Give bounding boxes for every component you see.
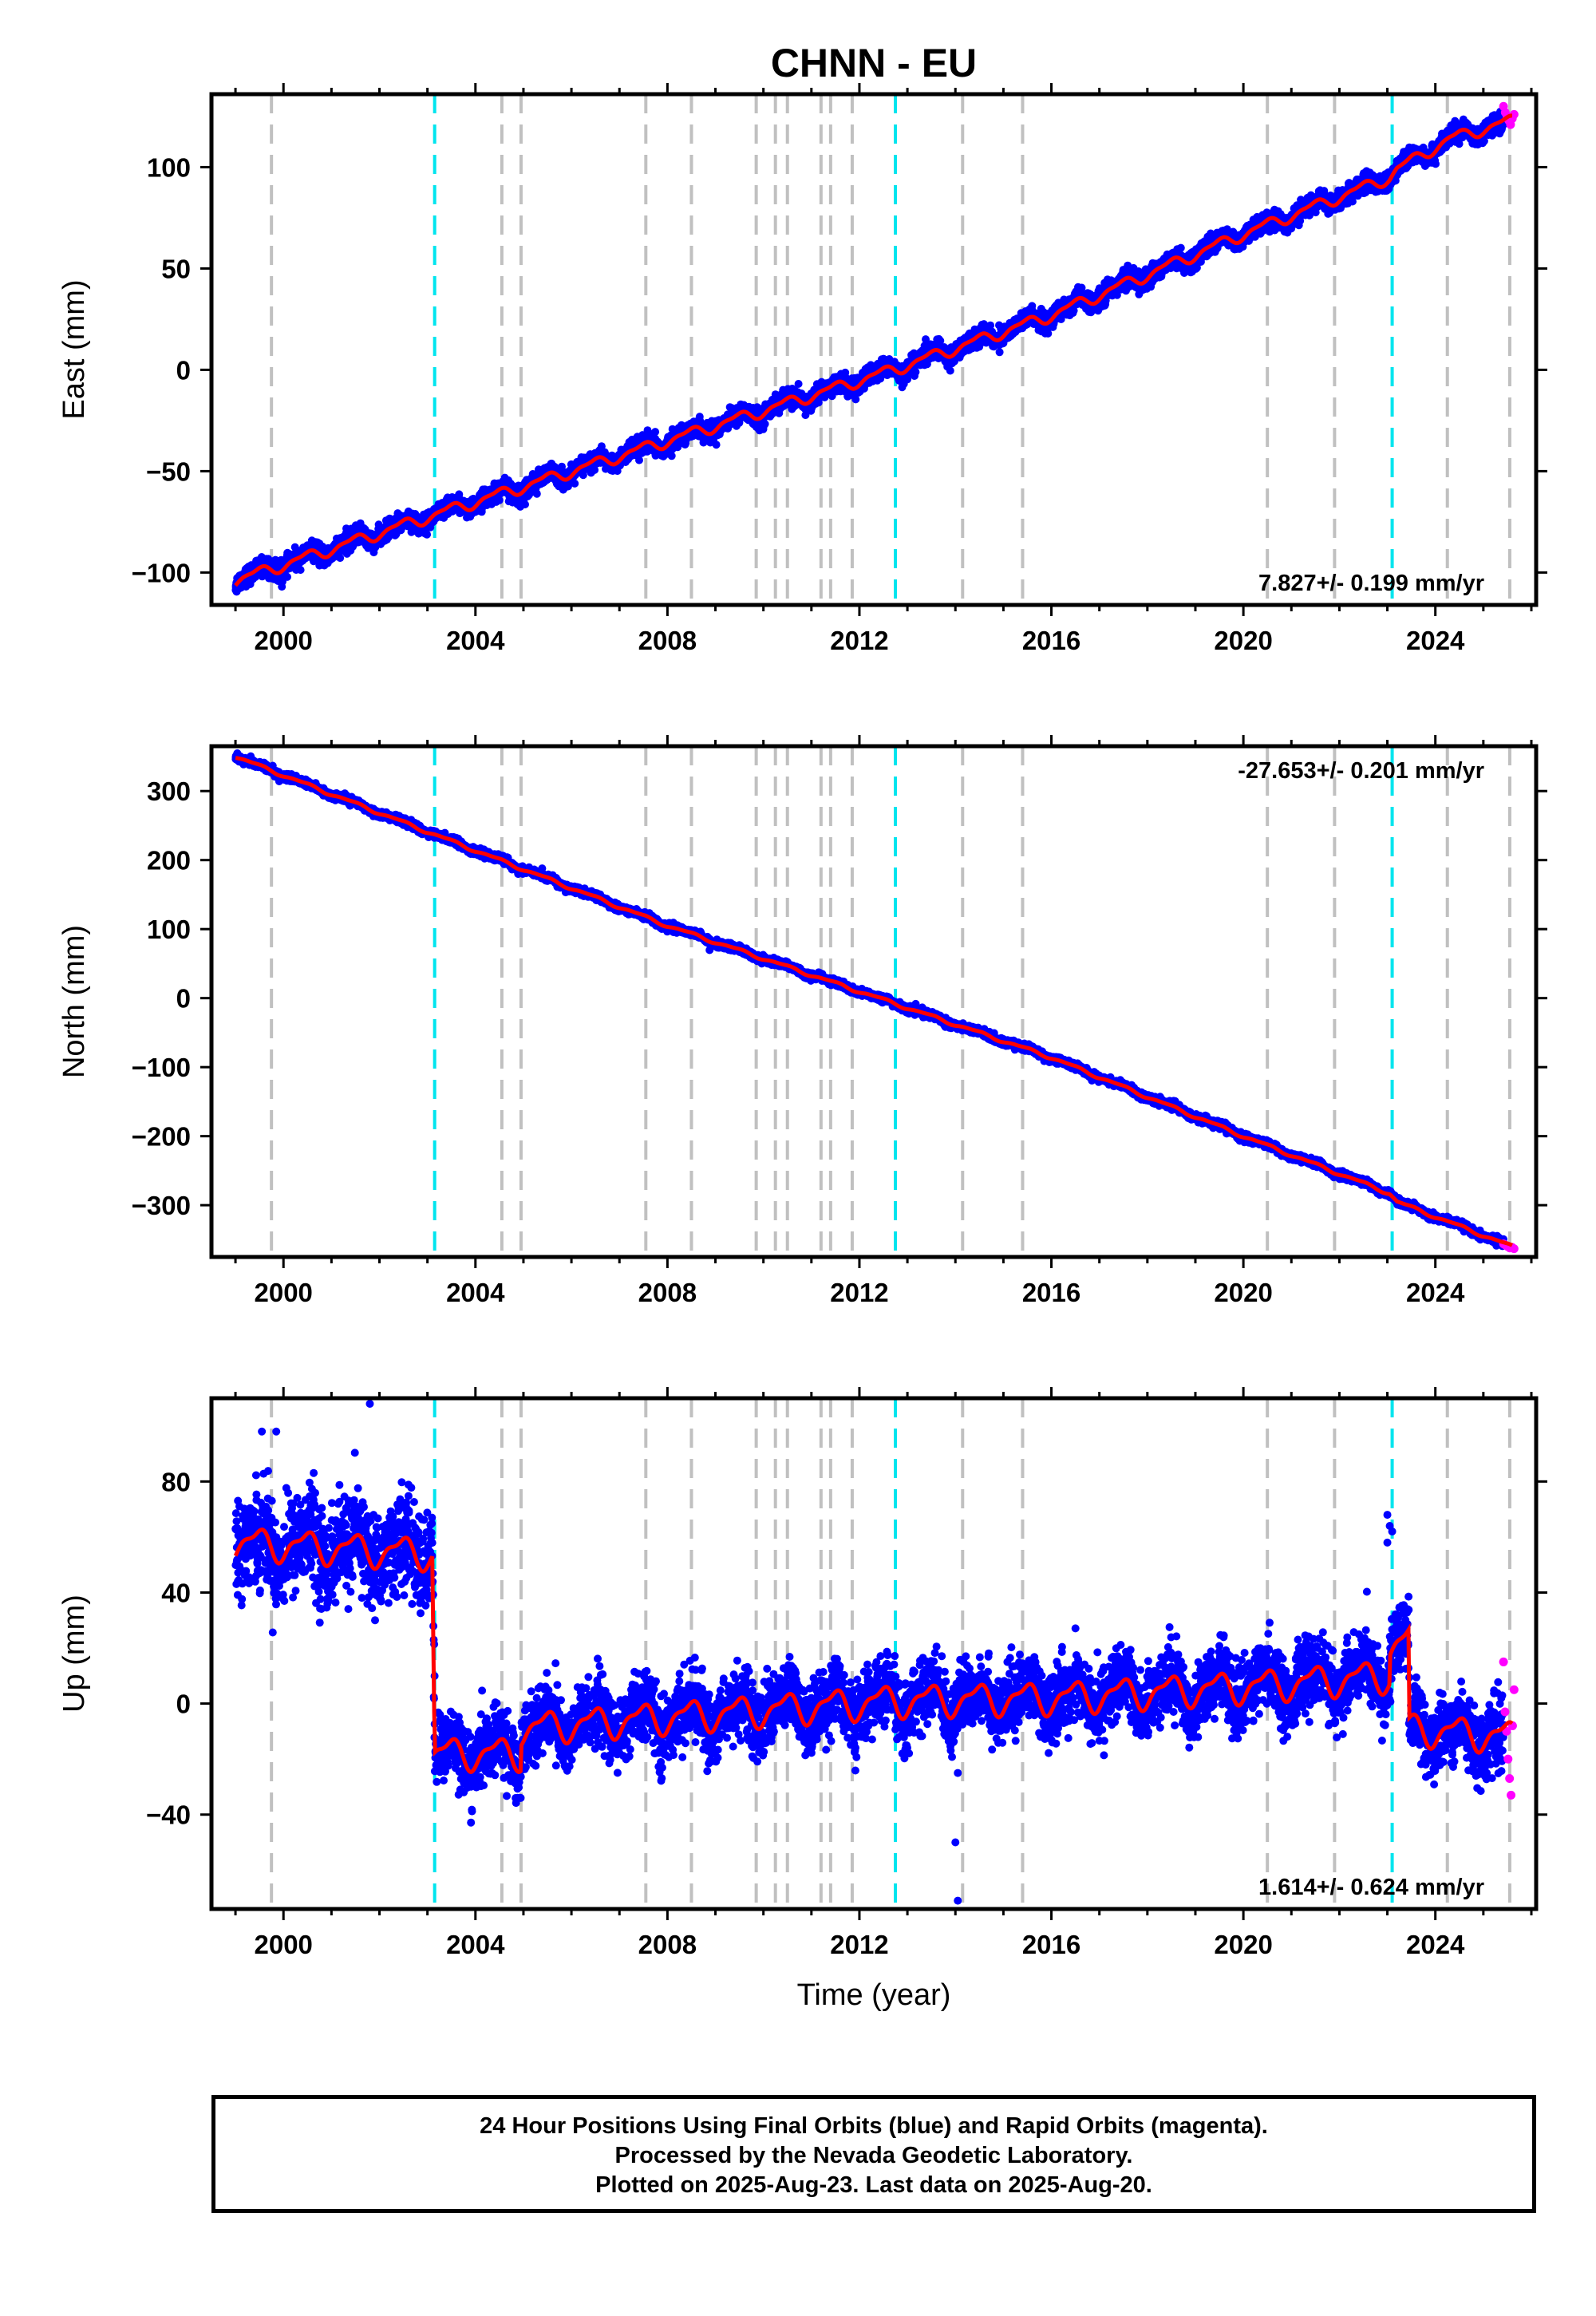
data-point xyxy=(651,428,660,437)
data-point xyxy=(760,420,769,429)
data-point xyxy=(597,442,606,451)
data-point xyxy=(521,500,529,508)
data-point xyxy=(1176,243,1185,252)
data-point xyxy=(946,366,954,375)
data-point xyxy=(712,441,721,449)
data-point xyxy=(532,489,541,498)
east-plot-area xyxy=(231,94,1519,605)
data-point xyxy=(336,554,345,563)
figure-title: CHNN - EU xyxy=(771,41,977,85)
data-point xyxy=(495,496,504,504)
data-point xyxy=(571,479,579,488)
data-point xyxy=(995,348,1004,357)
data-point xyxy=(635,456,643,464)
data-point xyxy=(558,462,566,471)
data-point xyxy=(911,368,920,377)
panels: 2000 2004 2008 2012 2016 2020 2024−100−5005010… xyxy=(57,83,1547,1959)
data-point xyxy=(296,566,305,575)
data-point xyxy=(794,380,803,388)
east-panel: 2000 2004 2008 2012 2016 2020 2024−100−5005010… xyxy=(57,83,1547,655)
data-point xyxy=(423,530,432,539)
east-final-points xyxy=(231,107,1508,596)
data-point xyxy=(283,572,291,581)
data-point xyxy=(591,465,599,474)
